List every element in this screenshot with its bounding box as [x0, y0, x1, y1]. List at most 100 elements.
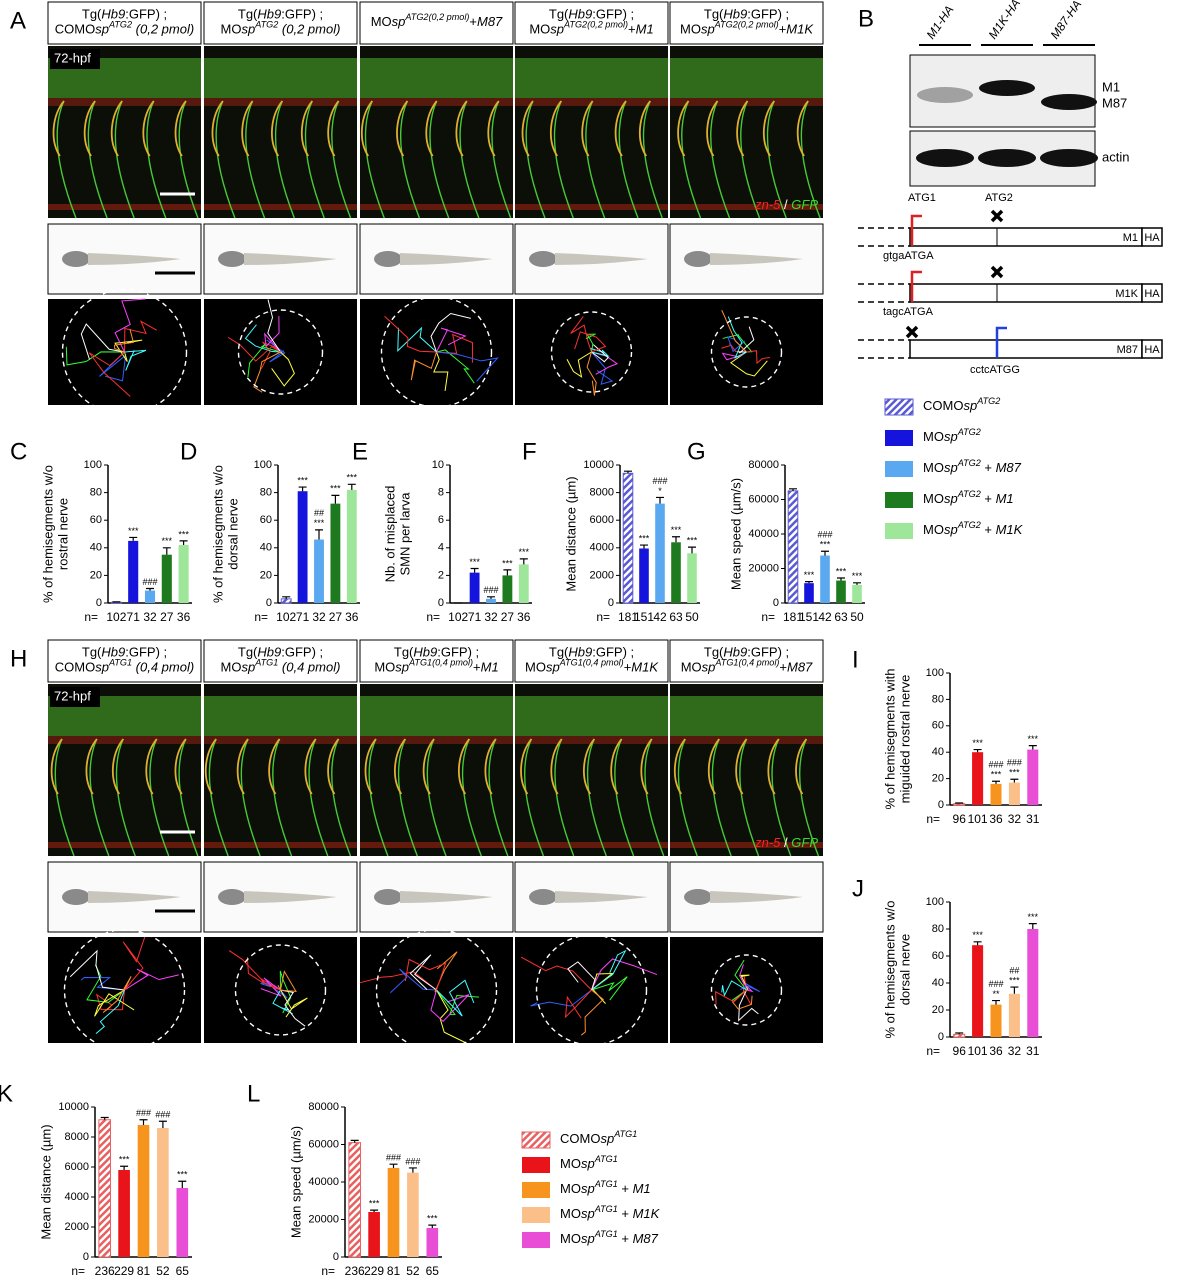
axon-yellow: [550, 738, 563, 795]
dash: [858, 339, 910, 359]
n-value: 65: [426, 1264, 440, 1278]
text-part: MO: [923, 491, 944, 506]
text-part: ATG1: [594, 1204, 618, 1214]
text-part: /: [780, 197, 791, 212]
text-part: +: [981, 522, 996, 537]
legend-swatch: [885, 492, 913, 508]
text-part: :GFP) ;: [281, 7, 323, 22]
significance: ***: [177, 1170, 188, 1180]
y-tick-label: 20000: [308, 1213, 339, 1225]
text-part: :GFP) ;: [747, 645, 789, 660]
n-value: 101: [968, 812, 988, 826]
n-value: 27: [501, 610, 515, 624]
text-part: ATG2: [976, 396, 1000, 406]
track: [436, 327, 467, 353]
larva-head: [218, 889, 246, 905]
text-part: (0,2 pmol): [132, 22, 194, 37]
text-part: Tg(: [238, 645, 258, 660]
track: [80, 976, 125, 991]
rich-text: Tg(Hb9:GFP) ;: [238, 7, 323, 22]
y-tick-label: 0: [438, 597, 444, 609]
n-value: 32: [484, 610, 498, 624]
n-value: 71: [296, 610, 310, 624]
axon-yellow: [211, 100, 224, 157]
track: [591, 976, 628, 1001]
text-part: ATG2(0,2 pmol): [563, 20, 628, 30]
axon: [710, 100, 731, 219]
y-tick-label: 10000: [58, 1101, 89, 1113]
y-tick-label: 40: [260, 542, 272, 554]
larva-body: [400, 891, 493, 903]
track: [264, 316, 281, 353]
rich-text: MOspATG2 + M1: [923, 489, 1014, 506]
axon: [397, 738, 418, 857]
bar: [118, 1170, 130, 1257]
track-circle: [535, 934, 648, 1046]
track-circle: [234, 944, 327, 1036]
track: [520, 956, 592, 991]
bottom-red: [360, 842, 513, 848]
bar: [137, 1125, 150, 1257]
significance: ***: [852, 571, 863, 581]
text-part: ATG1: [594, 1179, 618, 1189]
error-bar: [973, 748, 982, 753]
track: [738, 989, 759, 1022]
bar: [128, 540, 139, 603]
axon-yellow: [85, 738, 98, 795]
bar: [330, 503, 341, 603]
axon: [274, 100, 295, 219]
bar: [368, 1212, 380, 1257]
n-value: 32: [143, 610, 157, 624]
axon-yellow: [640, 738, 653, 795]
text-part: (0,4 pmol): [278, 660, 340, 675]
track: [721, 980, 747, 998]
track-circle: [61, 289, 188, 415]
y-tick-label: 0: [608, 597, 614, 609]
text-part: MO: [560, 1156, 581, 1171]
tag-label: HA: [1144, 232, 1160, 244]
larva-body: [555, 253, 648, 265]
header-box: [359, 1, 514, 45]
cell-band: [360, 58, 513, 98]
legend-swatch: [885, 461, 913, 477]
bottom-red: [360, 204, 513, 210]
y-axis-label: dorsal nerve: [225, 498, 240, 570]
error-bar: [139, 1119, 148, 1125]
n-label: n=: [254, 610, 268, 624]
y-tick-label: 2000: [590, 569, 614, 581]
cell-band: [670, 58, 823, 98]
n-value: 81: [387, 1264, 401, 1278]
rich-text: MOspATG1: [560, 1154, 618, 1171]
text-part: sp: [95, 22, 109, 37]
track: [434, 951, 458, 993]
error-bar: [120, 1165, 129, 1170]
text-part: MO: [560, 1181, 581, 1196]
axon: [677, 738, 698, 857]
axon-yellow: [271, 100, 284, 157]
n-value: 229: [364, 1264, 384, 1278]
band-label: M1: [1102, 79, 1120, 94]
text-part: sp: [944, 522, 958, 537]
bar: [486, 598, 496, 603]
bar: [314, 539, 324, 603]
significance: ##: [314, 508, 324, 518]
y-axis-label: miguided rostral nerve: [897, 675, 912, 804]
y-tick-label: 60: [932, 720, 944, 732]
bar: [144, 590, 156, 603]
track: [591, 344, 609, 363]
bar: [1027, 749, 1039, 805]
n-label: n=: [926, 812, 940, 826]
significance: **: [992, 989, 1000, 999]
track: [260, 982, 288, 999]
error-bar: [837, 577, 845, 581]
significance: ***: [991, 770, 1002, 780]
legend-swatch: [522, 1182, 550, 1198]
error-bar: [955, 802, 964, 804]
axon-yellow: [735, 738, 748, 795]
text-part: COMO: [560, 1131, 600, 1146]
larva-head: [218, 251, 246, 267]
text-part: +: [628, 22, 636, 37]
bar: [687, 553, 697, 603]
rich-text: MOspATG2(0,2 pmol)+M1K: [680, 20, 814, 37]
significance: ***: [1028, 912, 1039, 922]
